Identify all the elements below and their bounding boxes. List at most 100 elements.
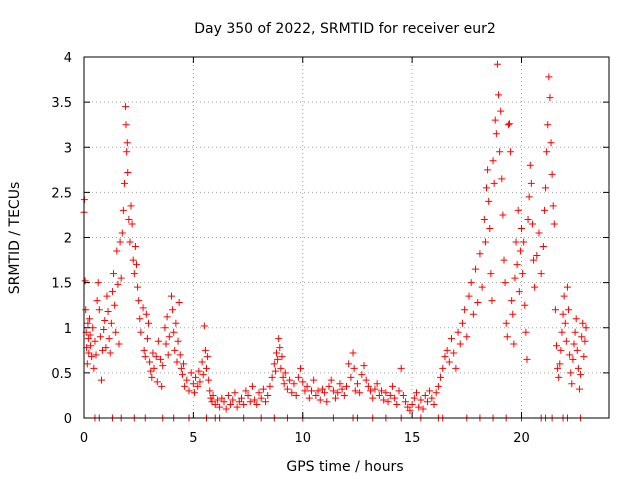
y-tick-label: 3: [64, 141, 72, 156]
data-point: [158, 382, 166, 390]
data-point: [382, 389, 390, 397]
data-point: [493, 60, 501, 68]
data-point: [404, 403, 412, 411]
data-point: [391, 394, 399, 402]
data-point: [375, 391, 383, 399]
data-point: [410, 394, 418, 402]
data-point: [492, 130, 500, 138]
chart-title: Day 350 of 2022, SRMTID for receiver eur…: [194, 21, 496, 37]
data-point: [183, 376, 191, 384]
x-tick-label: 0: [80, 431, 88, 446]
data-point: [483, 184, 490, 192]
data-point: [233, 403, 241, 411]
data-point: [362, 376, 370, 384]
data-point: [120, 179, 128, 187]
x-axis-label: GPS time / hours: [286, 459, 403, 475]
data-point: [290, 380, 298, 388]
data-point: [162, 340, 170, 348]
data-point: [292, 391, 300, 399]
data-point: [153, 378, 161, 386]
data-point: [371, 385, 379, 393]
data-point: [531, 283, 539, 291]
data-point: [386, 391, 394, 399]
data-point: [530, 256, 538, 264]
data-point: [187, 369, 195, 377]
data-point: [173, 358, 181, 366]
data-point: [356, 389, 364, 397]
data-point: [140, 346, 148, 354]
axes: 0 5 10 15 20 0 0.5 1 1.5 2 2.5 3 3.5 4: [51, 51, 609, 446]
data-point: [116, 238, 124, 246]
x-tick-label: 20: [513, 431, 530, 446]
data-point: [271, 367, 279, 375]
data-point: [518, 224, 525, 232]
data-point: [456, 340, 464, 348]
data-point: [478, 283, 486, 291]
data-point: [276, 344, 284, 352]
data-point: [112, 328, 120, 336]
plot-frame: [83, 56, 610, 419]
data-point: [314, 387, 322, 395]
data-point: [540, 206, 548, 214]
data-point: [216, 403, 224, 411]
data-point: [277, 364, 285, 372]
data-point: [408, 400, 416, 408]
data-point: [581, 337, 589, 345]
data-point: [312, 391, 320, 399]
data-point: [170, 328, 178, 336]
data-point: [101, 317, 109, 325]
data-point: [104, 308, 112, 316]
data-point: [452, 364, 460, 372]
data-point: [526, 161, 534, 169]
data-point: [562, 337, 570, 345]
data-point: [229, 396, 237, 404]
data-point: [178, 371, 186, 379]
data-point: [393, 400, 401, 408]
data-point: [557, 346, 565, 354]
data-point: [251, 396, 259, 404]
data-point: [520, 238, 528, 246]
grid: [84, 57, 609, 418]
data-point: [279, 373, 287, 381]
data-point: [395, 387, 403, 395]
data-point: [259, 385, 267, 393]
data-point: [122, 103, 130, 111]
data-point: [515, 288, 523, 296]
data-point: [568, 380, 576, 388]
data-point: [572, 315, 580, 323]
data-point: [495, 91, 503, 99]
data-point: [122, 121, 130, 129]
data-point: [231, 389, 239, 397]
data-point: [273, 349, 280, 357]
data-point: [565, 306, 573, 314]
data-point: [548, 170, 556, 178]
data-point: [505, 120, 513, 128]
data-point: [454, 328, 462, 336]
data-point: [278, 353, 286, 361]
data-point: [499, 211, 507, 219]
data-point: [503, 333, 511, 341]
data-point: [106, 349, 114, 357]
data-point: [204, 353, 212, 361]
data-point: [199, 371, 207, 379]
data-point: [521, 301, 529, 309]
data-point: [490, 179, 498, 187]
data-point: [439, 364, 447, 372]
data-point: [240, 400, 248, 408]
data-point: [550, 220, 558, 228]
data-point: [417, 396, 425, 404]
data-point: [426, 387, 434, 395]
data-point: [87, 342, 95, 350]
data-point: [445, 358, 453, 366]
data-point: [200, 322, 208, 330]
data-point: [203, 364, 210, 372]
data-point: [88, 353, 96, 361]
data-point: [266, 382, 274, 390]
data-point: [343, 382, 350, 390]
data-point: [227, 400, 235, 408]
data-point: [547, 139, 555, 147]
data-point: [103, 292, 111, 300]
data-point: [130, 270, 138, 278]
data-point: [406, 407, 414, 415]
